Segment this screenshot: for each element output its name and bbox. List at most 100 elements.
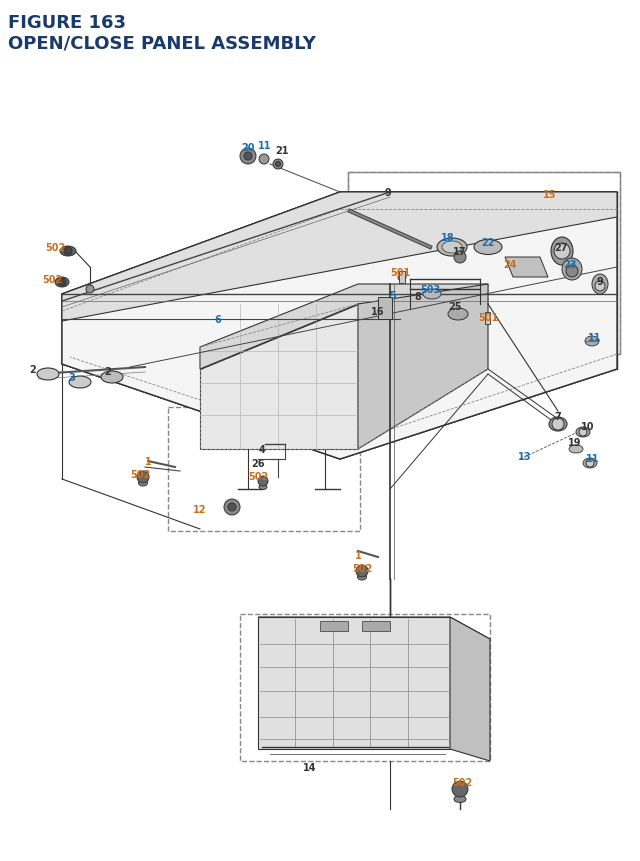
Ellipse shape bbox=[259, 485, 267, 490]
Circle shape bbox=[86, 286, 94, 294]
Ellipse shape bbox=[569, 445, 583, 454]
Bar bbox=[378, 298, 392, 319]
Text: 2: 2 bbox=[29, 364, 36, 375]
Circle shape bbox=[244, 152, 252, 161]
Text: 1: 1 bbox=[355, 550, 362, 561]
Text: FIGURE 163: FIGURE 163 bbox=[8, 14, 126, 32]
Text: 502: 502 bbox=[352, 563, 372, 573]
Ellipse shape bbox=[585, 337, 599, 347]
Ellipse shape bbox=[442, 242, 462, 254]
Text: 1: 1 bbox=[145, 456, 152, 467]
Polygon shape bbox=[258, 617, 450, 749]
Text: 502: 502 bbox=[452, 777, 472, 787]
Circle shape bbox=[554, 244, 570, 260]
Text: 15: 15 bbox=[543, 189, 557, 200]
Text: 16: 16 bbox=[371, 307, 385, 317]
Bar bbox=[362, 622, 390, 631]
Ellipse shape bbox=[583, 458, 597, 468]
Text: 502: 502 bbox=[130, 469, 150, 480]
Circle shape bbox=[398, 274, 406, 282]
Text: 502: 502 bbox=[45, 243, 65, 253]
Text: 502: 502 bbox=[248, 472, 268, 481]
Text: 10: 10 bbox=[581, 422, 595, 431]
Ellipse shape bbox=[60, 247, 76, 257]
Text: 9: 9 bbox=[596, 276, 604, 287]
Ellipse shape bbox=[55, 278, 69, 288]
Circle shape bbox=[586, 460, 594, 468]
Ellipse shape bbox=[37, 369, 59, 381]
Circle shape bbox=[595, 282, 605, 292]
Polygon shape bbox=[358, 285, 488, 449]
Text: 20: 20 bbox=[241, 143, 255, 152]
Bar bbox=[399, 272, 405, 283]
Text: 6: 6 bbox=[214, 314, 221, 325]
Ellipse shape bbox=[423, 289, 441, 300]
Text: 9: 9 bbox=[385, 188, 392, 198]
Text: 503: 503 bbox=[420, 285, 440, 294]
Circle shape bbox=[452, 781, 468, 797]
Text: 501: 501 bbox=[478, 313, 498, 323]
Ellipse shape bbox=[576, 428, 590, 437]
Text: 17: 17 bbox=[453, 247, 467, 257]
Text: 2: 2 bbox=[104, 367, 111, 376]
Circle shape bbox=[224, 499, 240, 516]
Text: 25: 25 bbox=[448, 301, 461, 312]
Text: 13: 13 bbox=[518, 451, 532, 461]
Ellipse shape bbox=[448, 308, 468, 320]
Text: 12: 12 bbox=[193, 505, 207, 514]
Circle shape bbox=[356, 566, 368, 578]
Circle shape bbox=[454, 251, 466, 263]
Text: 3: 3 bbox=[68, 373, 76, 382]
Polygon shape bbox=[450, 617, 490, 761]
Circle shape bbox=[137, 472, 149, 483]
Text: 18: 18 bbox=[441, 232, 455, 243]
Circle shape bbox=[552, 418, 564, 430]
Text: 501: 501 bbox=[390, 268, 410, 278]
Text: 14: 14 bbox=[303, 762, 317, 772]
Polygon shape bbox=[258, 617, 490, 639]
Polygon shape bbox=[62, 193, 617, 460]
Ellipse shape bbox=[358, 574, 367, 580]
Ellipse shape bbox=[592, 275, 608, 294]
Polygon shape bbox=[505, 257, 548, 278]
Circle shape bbox=[273, 160, 283, 170]
Text: 19: 19 bbox=[568, 437, 582, 448]
Polygon shape bbox=[62, 193, 617, 322]
Text: 11: 11 bbox=[259, 141, 272, 151]
Polygon shape bbox=[200, 305, 358, 449]
Circle shape bbox=[566, 266, 578, 278]
Text: 4: 4 bbox=[259, 444, 266, 455]
Circle shape bbox=[275, 163, 280, 167]
Text: 27: 27 bbox=[554, 243, 568, 253]
Text: OPEN/CLOSE PANEL ASSEMBLY: OPEN/CLOSE PANEL ASSEMBLY bbox=[8, 34, 316, 52]
Ellipse shape bbox=[69, 376, 91, 388]
Ellipse shape bbox=[454, 796, 466, 802]
Circle shape bbox=[58, 279, 66, 287]
Circle shape bbox=[259, 155, 269, 164]
Circle shape bbox=[64, 248, 72, 256]
Polygon shape bbox=[200, 285, 488, 369]
Text: 11: 11 bbox=[588, 332, 602, 343]
Bar bbox=[485, 313, 490, 325]
Text: 502: 502 bbox=[42, 275, 62, 285]
Text: 26: 26 bbox=[252, 458, 265, 468]
Polygon shape bbox=[62, 193, 617, 460]
Text: 23: 23 bbox=[563, 260, 577, 269]
Ellipse shape bbox=[101, 372, 123, 383]
Text: 5: 5 bbox=[390, 291, 396, 300]
Text: 7: 7 bbox=[555, 412, 561, 422]
Circle shape bbox=[579, 429, 587, 437]
Bar bbox=[320, 622, 348, 631]
Text: 21: 21 bbox=[275, 146, 289, 156]
Ellipse shape bbox=[551, 238, 573, 266]
Ellipse shape bbox=[562, 258, 582, 281]
Circle shape bbox=[228, 504, 236, 511]
Text: 24: 24 bbox=[503, 260, 516, 269]
Ellipse shape bbox=[474, 240, 502, 255]
Ellipse shape bbox=[138, 480, 147, 486]
Text: 22: 22 bbox=[481, 238, 495, 248]
Circle shape bbox=[258, 476, 268, 486]
Circle shape bbox=[240, 149, 256, 164]
Text: 8: 8 bbox=[415, 292, 421, 301]
Ellipse shape bbox=[437, 238, 467, 257]
